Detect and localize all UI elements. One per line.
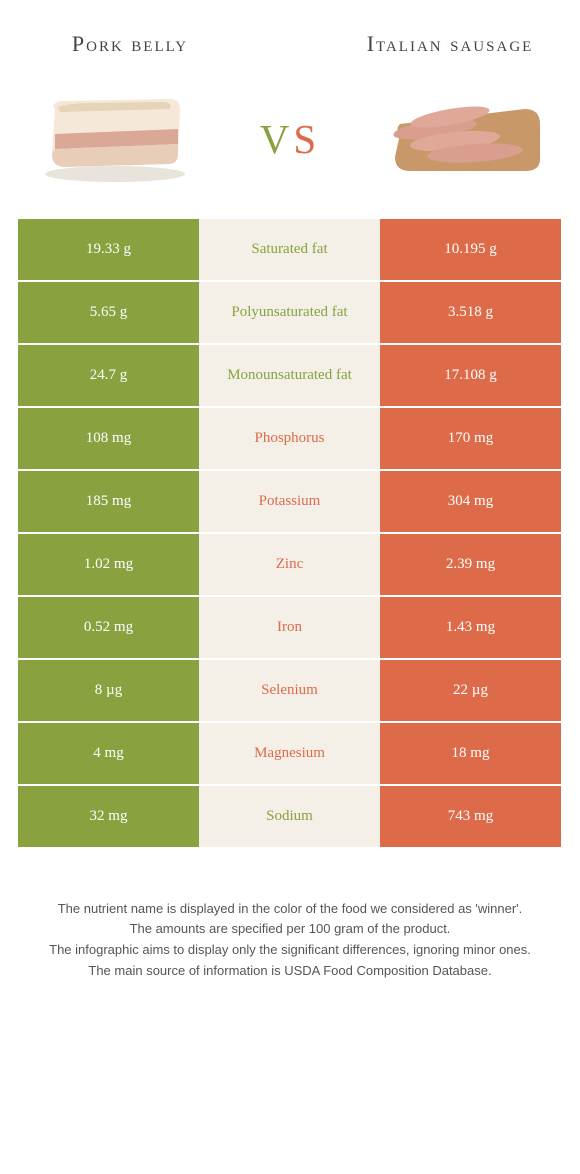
footer-notes: The nutrient name is displayed in the co…: [0, 849, 580, 1002]
right-value: 304 mg: [380, 471, 561, 534]
nutrient-table: 19.33 gSaturated fat10.195 g5.65 gPolyun…: [18, 219, 562, 849]
table-row: 32 mgSodium743 mg: [18, 786, 562, 849]
infographic-container: Pork belly Italian sausage vs: [0, 0, 580, 1002]
footer-line-1: The nutrient name is displayed in the co…: [30, 899, 550, 920]
table-row: 0.52 mgIron1.43 mg: [18, 597, 562, 660]
footer-line-4: The main source of information is USDA F…: [30, 961, 550, 982]
table-row: 185 mgPotassium304 mg: [18, 471, 562, 534]
right-food-title: Italian sausage: [350, 30, 550, 59]
nutrient-label: Selenium: [199, 660, 380, 723]
left-food-title: Pork belly: [30, 30, 230, 59]
right-value: 2.39 mg: [380, 534, 561, 597]
nutrient-label: Saturated fat: [199, 219, 380, 282]
table-row: 19.33 gSaturated fat10.195 g: [18, 219, 562, 282]
right-value: 17.108 g: [380, 345, 561, 408]
table-row: 108 mgPhosphorus170 mg: [18, 408, 562, 471]
right-value: 22 µg: [380, 660, 561, 723]
nutrient-label: Zinc: [199, 534, 380, 597]
table-row: 5.65 gPolyunsaturated fat3.518 g: [18, 282, 562, 345]
right-value: 3.518 g: [380, 282, 561, 345]
left-value: 19.33 g: [18, 219, 199, 282]
left-value: 4 mg: [18, 723, 199, 786]
right-value: 743 mg: [380, 786, 561, 849]
table-row: 24.7 gMonounsaturated fat17.108 g: [18, 345, 562, 408]
table-row: 1.02 mgZinc2.39 mg: [18, 534, 562, 597]
header-row: Pork belly Italian sausage: [0, 0, 580, 69]
table-row: 4 mgMagnesium18 mg: [18, 723, 562, 786]
sausage-image: [380, 79, 550, 189]
left-value: 0.52 mg: [18, 597, 199, 660]
left-value: 1.02 mg: [18, 534, 199, 597]
left-value: 8 µg: [18, 660, 199, 723]
nutrient-label: Potassium: [199, 471, 380, 534]
left-value: 108 mg: [18, 408, 199, 471]
nutrient-label: Polyunsaturated fat: [199, 282, 380, 345]
right-value: 18 mg: [380, 723, 561, 786]
right-value: 1.43 mg: [380, 597, 561, 660]
pork-belly-image: [30, 79, 200, 189]
left-value: 32 mg: [18, 786, 199, 849]
images-row: vs: [0, 69, 580, 219]
left-value: 24.7 g: [18, 345, 199, 408]
nutrient-label: Sodium: [199, 786, 380, 849]
left-value: 185 mg: [18, 471, 199, 534]
nutrient-label: Phosphorus: [199, 408, 380, 471]
vs-label: vs: [260, 100, 320, 167]
vs-s: s: [293, 101, 320, 166]
table-row: 8 µgSelenium22 µg: [18, 660, 562, 723]
footer-line-2: The amounts are specified per 100 gram o…: [30, 919, 550, 940]
nutrient-label: Magnesium: [199, 723, 380, 786]
footer-line-3: The infographic aims to display only the…: [30, 940, 550, 961]
left-value: 5.65 g: [18, 282, 199, 345]
nutrient-label: Monounsaturated fat: [199, 345, 380, 408]
right-value: 10.195 g: [380, 219, 561, 282]
vs-v: v: [260, 101, 294, 166]
right-value: 170 mg: [380, 408, 561, 471]
nutrient-label: Iron: [199, 597, 380, 660]
